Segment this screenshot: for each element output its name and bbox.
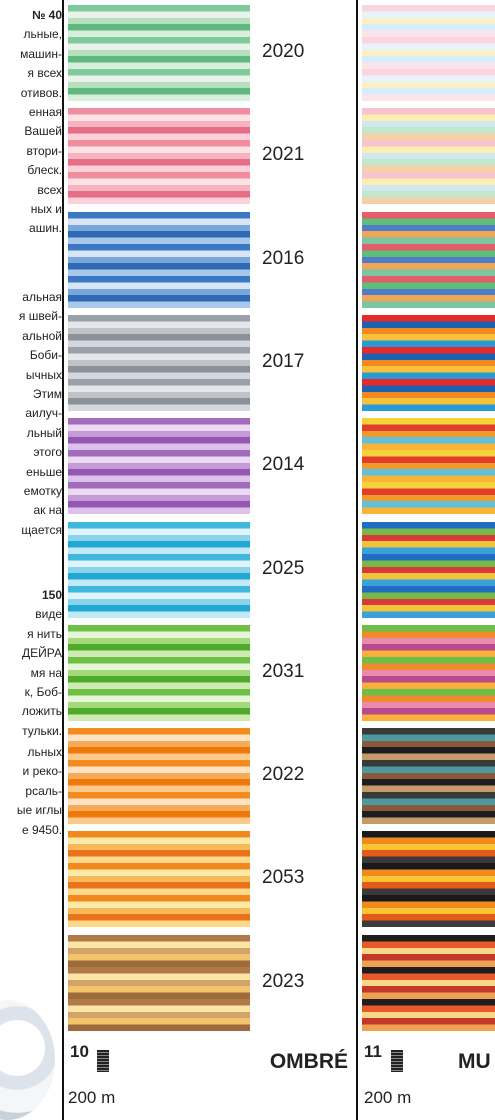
text-line: ложить: [21, 704, 62, 719]
text-line: Боби-: [29, 348, 62, 363]
thread-swatch: [362, 934, 495, 1031]
text-line: я всех: [27, 66, 62, 81]
color-code: 2016: [262, 247, 305, 269]
text-line: альной: [22, 328, 62, 343]
divider: [62, 0, 64, 1120]
text-line: отивов.: [20, 85, 62, 100]
thread-swatch: [362, 5, 495, 101]
section-title: OMBRÉ: [269, 1050, 348, 1073]
text-line: льный: [26, 425, 62, 440]
color-code: 2022: [262, 764, 305, 786]
text-line: тульки.: [22, 723, 62, 738]
text-line: льных: [27, 745, 62, 759]
spool-icon: [391, 1050, 403, 1072]
thread-swatch: [68, 728, 250, 825]
thread-swatch: [68, 624, 250, 721]
thread-swatch: [362, 521, 495, 618]
thread-swatch: [68, 521, 250, 618]
thread-swatch: [68, 418, 250, 515]
text-line: еньше: [26, 464, 62, 479]
divider: [356, 0, 358, 1120]
color-code: 2031: [262, 660, 305, 682]
text-line: и реко-: [22, 764, 62, 779]
text-line: енная: [28, 105, 62, 119]
text-line: ашин.: [29, 221, 62, 236]
text-line: ак на: [33, 503, 62, 518]
text-line: рсаль-: [25, 783, 62, 798]
text-line: 150: [41, 588, 62, 602]
text-line: всех: [37, 182, 62, 197]
thread-swatch: [68, 831, 250, 928]
text-line: е 9450.: [21, 822, 62, 837]
text-line: ычных: [25, 367, 62, 382]
color-code: 2023: [262, 970, 305, 992]
text-line: мя на: [30, 665, 62, 680]
text-line: Этим: [32, 387, 62, 401]
text-line: я швей-: [18, 309, 62, 324]
thread-swatch: [362, 211, 495, 308]
page-number: 11: [364, 1042, 382, 1061]
length: 200 m: [68, 1088, 116, 1107]
thread-swatch: [68, 211, 250, 308]
thread-swatch: [362, 108, 495, 205]
text-line: альная: [22, 290, 62, 304]
color-code: 2021: [262, 144, 305, 166]
thread-swatch: [362, 728, 495, 825]
color-code: 2053: [262, 867, 305, 889]
section-title: MU: [458, 1050, 491, 1073]
length: 200 m: [364, 1088, 412, 1107]
text-line: ые иглы: [16, 803, 62, 818]
color-code: 2020: [262, 41, 305, 62]
text-line: № 40: [31, 8, 62, 22]
text-line: емотку: [23, 484, 62, 498]
color-code: 2017: [262, 350, 305, 372]
text-line: льные,: [23, 27, 62, 42]
thread-swatch: [68, 934, 250, 1031]
spool-icon: [97, 1050, 109, 1072]
color-code: 2014: [262, 454, 305, 476]
text-line: блеск.: [27, 163, 62, 178]
thread-swatch: [362, 831, 495, 928]
text-line: ДЕЙРА: [22, 646, 62, 661]
text-line: Вашей: [24, 124, 62, 139]
text-line: этого: [33, 445, 62, 460]
spool-photo: [0, 1000, 55, 1120]
text-line: аилуч-: [25, 406, 62, 421]
thread-swatch: [362, 314, 495, 411]
text-line: к, Боб-: [24, 685, 62, 699]
thread-swatch: [362, 624, 495, 721]
thread-swatch: [68, 5, 250, 101]
thread-swatch: [362, 418, 495, 515]
color-code: 2025: [262, 557, 305, 579]
page-number: 10: [70, 1042, 89, 1061]
text-line: я нить: [27, 626, 62, 641]
text-line: ных и: [30, 202, 62, 216]
thread-swatch: [68, 314, 250, 411]
thread-swatch: [68, 108, 250, 205]
text-line: виде: [35, 607, 62, 622]
text-line: машин-: [20, 46, 62, 61]
text-line: щается: [21, 522, 62, 537]
text-line: втори-: [26, 143, 62, 158]
